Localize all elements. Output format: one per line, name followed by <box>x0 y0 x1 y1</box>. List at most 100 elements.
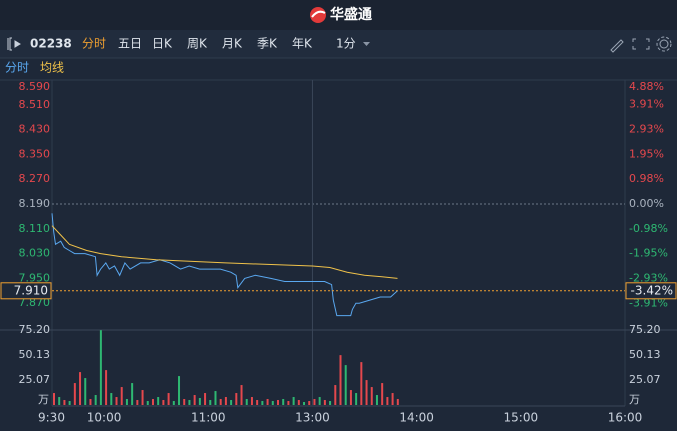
volume-bar <box>256 400 259 405</box>
volume-bar <box>282 399 285 405</box>
volume-bar <box>204 393 207 405</box>
volume-bar <box>245 399 248 405</box>
volume-bar <box>162 400 165 405</box>
volume-bar <box>240 385 243 405</box>
volume-bar <box>391 393 394 405</box>
toolbar-tab[interactable]: 五日 <box>118 37 142 51</box>
toolbar-tab[interactable]: 年K <box>292 37 313 51</box>
y-tick-label: 8.430 <box>19 123 51 136</box>
volume-bar <box>157 397 160 405</box>
volume-bar <box>209 400 212 405</box>
volume-bar <box>230 400 233 405</box>
volume-bar <box>365 380 368 405</box>
x-tick-label: 15:00 <box>504 411 539 425</box>
current-price-box <box>0 282 52 300</box>
volume-bar <box>79 372 82 405</box>
volume-bar <box>219 399 222 405</box>
collapse-icon[interactable] <box>7 37 21 51</box>
volume-bar <box>58 397 61 405</box>
volume-bar <box>355 393 358 405</box>
y2-tick-label: 0.00% <box>629 197 664 210</box>
volume-bar <box>287 401 290 405</box>
toolbar-tab[interactable]: 周K <box>187 37 208 51</box>
volume-tick-label: 75.20 <box>629 323 661 336</box>
x-tick-label: 13:00 <box>295 411 330 425</box>
volume-bar <box>167 393 170 405</box>
x-tick-label: 10:00 <box>87 411 122 425</box>
volume-bar <box>271 401 274 405</box>
volume-bar <box>375 395 378 405</box>
y2-tick-label: 4.88% <box>629 80 664 93</box>
volume-bar <box>224 397 227 405</box>
x-tick-label: 16:00 <box>608 411 643 425</box>
volume-bar <box>105 370 108 405</box>
volume-bar <box>329 401 332 405</box>
volume-bar <box>276 400 279 405</box>
current-change-label: -3.42% <box>631 283 673 297</box>
volume-bar <box>250 397 253 405</box>
header-bar <box>0 0 677 30</box>
volume-bar <box>261 401 264 405</box>
x-tick-label: 11:00 <box>191 411 226 425</box>
volume-tick-label: 25.07 <box>19 373 51 386</box>
volume-bar <box>266 399 269 405</box>
volume-bar <box>344 365 347 405</box>
toolbar-icons[interactable] <box>610 36 672 53</box>
y-tick-label: 8.190 <box>19 197 51 210</box>
interval-select[interactable]: 1分 <box>336 37 356 51</box>
toolbar <box>0 30 677 58</box>
volume-bar <box>63 400 66 405</box>
volume-bar <box>94 395 97 405</box>
y-tick-label: 8.350 <box>19 147 51 160</box>
volume-tick-label: 75.20 <box>19 323 51 336</box>
volume-bar <box>151 399 154 405</box>
price-line <box>51 213 398 317</box>
volume-bar <box>318 397 321 405</box>
volume-bar <box>381 383 384 405</box>
volume-unit: 万 <box>629 393 640 406</box>
volume-bar <box>370 387 373 405</box>
logo-text: 华盛通 <box>330 6 372 23</box>
y2-tick-label: -1.95% <box>629 247 668 260</box>
volume-tick-label: 50.13 <box>19 348 51 361</box>
legend-entry: 分时 <box>5 61 29 75</box>
y2-tick-label: 3.91% <box>629 98 664 111</box>
y-tick-label: 8.510 <box>19 98 51 111</box>
logo-icon <box>310 7 326 23</box>
y2-tick-label: -0.98% <box>629 222 668 235</box>
y2-tick-label: 0.98% <box>629 172 664 185</box>
y2-tick-label: 2.93% <box>629 123 664 136</box>
volume-bar <box>89 399 92 405</box>
volume-bar <box>136 400 139 405</box>
volume-bar <box>339 355 342 405</box>
y2-tick-label: 1.95% <box>629 147 664 160</box>
toolbar-tab[interactable]: 月K <box>222 37 243 51</box>
volume-bar <box>334 385 337 405</box>
y2-tick-label: -3.91% <box>629 296 668 309</box>
x-tick-label: 14:00 <box>399 411 434 425</box>
volume-bar <box>146 401 149 405</box>
volume-unit: 万 <box>38 393 49 406</box>
volume-bar <box>235 393 238 405</box>
price-line <box>51 225 398 279</box>
volume-bar <box>323 400 326 405</box>
y-tick-label: 7.870 <box>19 296 51 309</box>
volume-bar <box>188 400 191 405</box>
dropdown-arrow[interactable] <box>363 42 370 46</box>
volume-bar <box>172 401 175 405</box>
volume-bar <box>193 395 196 405</box>
volume-bar <box>53 393 55 405</box>
toolbar-tab[interactable]: 分时 <box>82 37 106 51</box>
toolbar-tab[interactable]: 日K <box>152 37 173 51</box>
volume-bar <box>141 390 144 405</box>
volume-bar <box>198 398 201 405</box>
toolbar-tab[interactable]: 季K <box>257 37 278 51</box>
volume-bar <box>99 330 102 405</box>
current-price-label: 7.910 <box>14 283 48 297</box>
volume-bar <box>131 383 134 405</box>
volume-bar <box>349 390 352 405</box>
volume-bar <box>308 401 311 405</box>
